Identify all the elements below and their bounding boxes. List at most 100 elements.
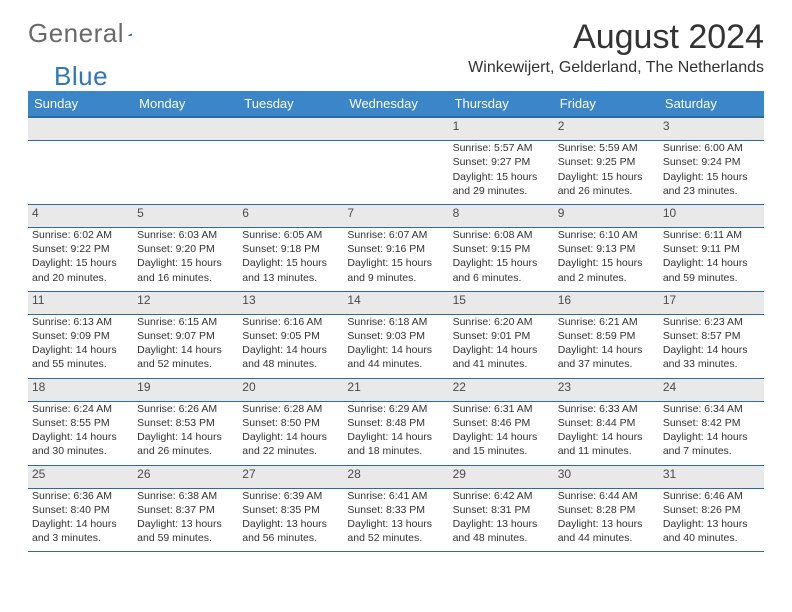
sunrise-text: Sunrise: 6:13 AM [32, 315, 129, 329]
day-number-cell: 20 [238, 378, 343, 401]
sunset-text: Sunset: 8:44 PM [558, 416, 655, 430]
day-content-cell: Sunrise: 6:33 AMSunset: 8:44 PMDaylight:… [554, 401, 659, 465]
sunrise-text: Sunrise: 6:08 AM [453, 228, 550, 242]
sunrise-text: Sunrise: 6:15 AM [137, 315, 234, 329]
sunset-text: Sunset: 9:24 PM [663, 155, 760, 169]
day-number: 24 [663, 380, 676, 394]
day-content-cell: Sunrise: 6:05 AMSunset: 9:18 PMDaylight:… [238, 228, 343, 292]
sunrise-text: Sunrise: 6:21 AM [558, 315, 655, 329]
day-content-cell: Sunrise: 6:44 AMSunset: 8:28 PMDaylight:… [554, 488, 659, 552]
day-number: 5 [137, 206, 144, 220]
weekday-header: Friday [554, 91, 659, 117]
day-number-cell: 1 [449, 117, 554, 141]
daylight-text: Daylight: 14 hours and 55 minutes. [32, 343, 129, 371]
day-number-cell: 24 [659, 378, 764, 401]
weekday-header: Saturday [659, 91, 764, 117]
day-content-cell: Sunrise: 6:31 AMSunset: 8:46 PMDaylight:… [449, 401, 554, 465]
day-number: 10 [663, 206, 676, 220]
day-number: 17 [663, 293, 676, 307]
daylight-text: Daylight: 14 hours and 18 minutes. [347, 430, 444, 458]
day-content-cell: Sunrise: 6:36 AMSunset: 8:40 PMDaylight:… [28, 488, 133, 552]
sunset-text: Sunset: 9:18 PM [242, 242, 339, 256]
day-number: 1 [453, 119, 460, 133]
day-number-cell: 3 [659, 117, 764, 141]
day-number-cell: 29 [449, 465, 554, 488]
daylight-text: Daylight: 15 hours and 13 minutes. [242, 256, 339, 284]
day-content-cell [133, 141, 238, 205]
sunset-text: Sunset: 8:57 PM [663, 329, 760, 343]
week-content-row: Sunrise: 6:24 AMSunset: 8:55 PMDaylight:… [28, 401, 764, 465]
day-number: 21 [347, 380, 360, 394]
day-number-cell: 7 [343, 204, 448, 227]
sunrise-text: Sunrise: 6:41 AM [347, 489, 444, 503]
day-content-cell: Sunrise: 5:59 AMSunset: 9:25 PMDaylight:… [554, 141, 659, 205]
daylight-text: Daylight: 13 hours and 59 minutes. [137, 517, 234, 545]
day-content-cell: Sunrise: 6:03 AMSunset: 9:20 PMDaylight:… [133, 228, 238, 292]
day-content-cell: Sunrise: 5:57 AMSunset: 9:27 PMDaylight:… [449, 141, 554, 205]
day-content-cell: Sunrise: 6:38 AMSunset: 8:37 PMDaylight:… [133, 488, 238, 552]
day-number: 12 [137, 293, 150, 307]
weekday-header: Thursday [449, 91, 554, 117]
day-content-cell: Sunrise: 6:11 AMSunset: 9:11 PMDaylight:… [659, 228, 764, 292]
sunrise-text: Sunrise: 6:38 AM [137, 489, 234, 503]
day-number: 6 [242, 206, 249, 220]
daylight-text: Daylight: 14 hours and 7 minutes. [663, 430, 760, 458]
weekday-header: Tuesday [238, 91, 343, 117]
sunset-text: Sunset: 9:22 PM [32, 242, 129, 256]
day-number: 8 [453, 206, 460, 220]
sunset-text: Sunset: 8:59 PM [558, 329, 655, 343]
day-number-cell: 10 [659, 204, 764, 227]
day-content-cell: Sunrise: 6:18 AMSunset: 9:03 PMDaylight:… [343, 314, 448, 378]
sunset-text: Sunset: 9:15 PM [453, 242, 550, 256]
day-number: 19 [137, 380, 150, 394]
daylight-text: Daylight: 14 hours and 15 minutes. [453, 430, 550, 458]
sunrise-text: Sunrise: 6:24 AM [32, 402, 129, 416]
sunrise-text: Sunrise: 6:00 AM [663, 141, 760, 155]
day-content-cell: Sunrise: 6:28 AMSunset: 8:50 PMDaylight:… [238, 401, 343, 465]
day-number: 23 [558, 380, 571, 394]
daylight-text: Daylight: 14 hours and 33 minutes. [663, 343, 760, 371]
day-number-cell: 8 [449, 204, 554, 227]
sunset-text: Sunset: 9:03 PM [347, 329, 444, 343]
sunrise-text: Sunrise: 6:46 AM [663, 489, 760, 503]
day-content-cell: Sunrise: 6:15 AMSunset: 9:07 PMDaylight:… [133, 314, 238, 378]
day-number: 29 [453, 467, 466, 481]
day-content-cell: Sunrise: 6:21 AMSunset: 8:59 PMDaylight:… [554, 314, 659, 378]
day-content-cell: Sunrise: 6:29 AMSunset: 8:48 PMDaylight:… [343, 401, 448, 465]
day-content-cell: Sunrise: 6:13 AMSunset: 9:09 PMDaylight:… [28, 314, 133, 378]
sunrise-text: Sunrise: 6:20 AM [453, 315, 550, 329]
day-content-cell: Sunrise: 6:10 AMSunset: 9:13 PMDaylight:… [554, 228, 659, 292]
day-number-cell: 9 [554, 204, 659, 227]
calendar-page: General August 2024 Winkewijert, Gelderl… [0, 0, 792, 572]
day-number-cell: 30 [554, 465, 659, 488]
sunrise-text: Sunrise: 6:34 AM [663, 402, 760, 416]
day-number-cell: 2 [554, 117, 659, 141]
day-number: 2 [558, 119, 565, 133]
brand-triangle-icon [128, 23, 132, 45]
daylight-text: Daylight: 14 hours and 48 minutes. [242, 343, 339, 371]
daylight-text: Daylight: 14 hours and 41 minutes. [453, 343, 550, 371]
daylight-text: Daylight: 14 hours and 30 minutes. [32, 430, 129, 458]
week-daynum-row: 45 6 78 9 10 [28, 204, 764, 227]
sunrise-text: Sunrise: 6:42 AM [453, 489, 550, 503]
daylight-text: Daylight: 14 hours and 52 minutes. [137, 343, 234, 371]
week-content-row: Sunrise: 6:13 AMSunset: 9:09 PMDaylight:… [28, 314, 764, 378]
day-number-cell: 18 [28, 378, 133, 401]
daylight-text: Daylight: 15 hours and 6 minutes. [453, 256, 550, 284]
day-number-cell: 12 [133, 291, 238, 314]
day-content-cell: Sunrise: 6:46 AMSunset: 8:26 PMDaylight:… [659, 488, 764, 552]
day-number-cell [28, 117, 133, 141]
sunset-text: Sunset: 9:01 PM [453, 329, 550, 343]
daylight-text: Daylight: 13 hours and 52 minutes. [347, 517, 444, 545]
day-content-cell [238, 141, 343, 205]
week-content-row: Sunrise: 6:02 AMSunset: 9:22 PMDaylight:… [28, 228, 764, 292]
day-number-cell: 4 [28, 204, 133, 227]
sunset-text: Sunset: 9:05 PM [242, 329, 339, 343]
calendar-body: 123Sunrise: 5:57 AMSunset: 9:27 PMDaylig… [28, 117, 764, 552]
sunset-text: Sunset: 8:33 PM [347, 503, 444, 517]
sunrise-text: Sunrise: 6:26 AM [137, 402, 234, 416]
day-content-cell [343, 141, 448, 205]
brand-part1: General [28, 18, 124, 49]
daylight-text: Daylight: 14 hours and 59 minutes. [663, 256, 760, 284]
sunset-text: Sunset: 8:40 PM [32, 503, 129, 517]
